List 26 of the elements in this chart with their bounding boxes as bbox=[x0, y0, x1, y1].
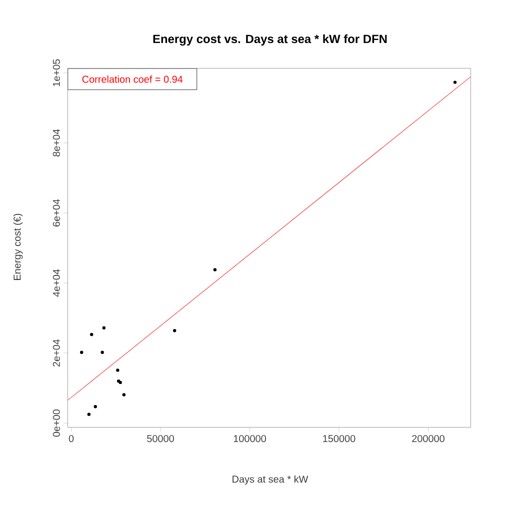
x-tick-label: 50000 bbox=[147, 435, 174, 442]
point bbox=[87, 412, 91, 416]
y-tick-label: 8e+04 bbox=[52, 129, 60, 156]
x-axis-title: Days at sea * kW bbox=[232, 475, 308, 485]
x-tick-label: 150000 bbox=[323, 435, 356, 442]
point bbox=[102, 326, 106, 330]
x-tick-label: 0 bbox=[68, 435, 74, 442]
y-tick-label: 2e+04 bbox=[52, 339, 60, 367]
point bbox=[122, 393, 126, 396]
y-tick-label: 4e+04 bbox=[52, 269, 60, 297]
y-axis-title: Energy cost (€) bbox=[13, 214, 23, 280]
point bbox=[116, 368, 120, 372]
chart-title: Energy cost vs. Days at sea * kW for DFN bbox=[153, 34, 387, 46]
point bbox=[173, 329, 176, 332]
y-tick-label: 0e+00 bbox=[52, 409, 60, 437]
point bbox=[453, 80, 457, 84]
point bbox=[94, 405, 97, 408]
point bbox=[100, 350, 104, 354]
point bbox=[213, 268, 217, 272]
x-tick-label: 200000 bbox=[412, 435, 444, 442]
x-tick-label: 100000 bbox=[234, 435, 266, 442]
point bbox=[80, 350, 84, 354]
y-tick-label: 6e+04 bbox=[52, 199, 60, 226]
point bbox=[90, 332, 94, 336]
y-tick-label: 1e+05 bbox=[52, 59, 60, 86]
annotation: Correlation coef = 0.94 bbox=[82, 75, 183, 83]
